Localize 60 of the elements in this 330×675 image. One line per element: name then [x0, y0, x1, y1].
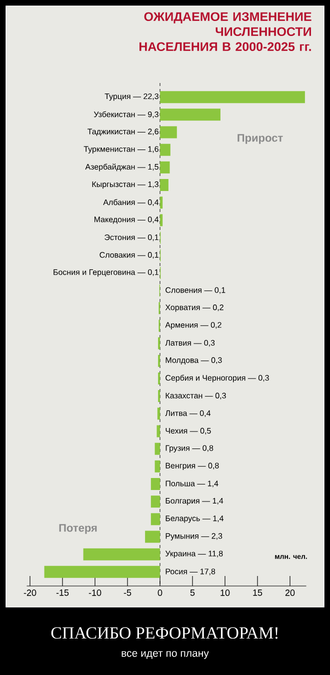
bar	[150, 513, 160, 526]
chart-title: ОЖИДАЕМОЕ ИЗМЕНЕНИЕ ЧИСЛЕННОСТИ НАСЕЛЕНИЯ В 2000-2025 гг.	[139, 12, 312, 52]
bar	[160, 126, 177, 138]
bar	[150, 478, 160, 490]
y-tick-label: Словения — 0,1	[166, 287, 226, 294]
y-tick-label: Азербайджан — 1,5	[85, 164, 158, 172]
y-tick-label: Польша — 1,4	[166, 480, 218, 488]
y-tick-label: Хорватия — 0,2	[165, 304, 224, 312]
x-tick-label: 15	[253, 590, 262, 596]
bar	[160, 91, 305, 104]
x-tick-label: 20	[285, 590, 295, 596]
y-tick-label: Турция — 22,3	[104, 93, 158, 101]
x-tick-label: 5	[190, 590, 195, 596]
y-tick-label: Венгрия — 0,8	[166, 462, 219, 470]
y-tick-label: Армения — 0,2	[165, 322, 222, 330]
bar	[160, 161, 170, 174]
bar	[150, 496, 160, 508]
text: все идет по плану	[122, 651, 209, 659]
bar	[160, 108, 220, 121]
bar	[44, 566, 160, 578]
y-tick-label: Македония — 0,4	[94, 216, 159, 224]
y-tick-label: Таджикистан — 2,6	[88, 128, 158, 136]
y-tick-label: Литва — 0,4	[165, 410, 211, 417]
bar	[160, 196, 163, 209]
text: СПАСИБО РЕФОРМАТОРАМ!	[51, 627, 278, 639]
y-tick-label: Босния и Герцеговина — 0,1	[54, 269, 158, 277]
bar	[154, 460, 160, 472]
y-tick-label: Болгария — 1,4	[166, 498, 224, 506]
bar	[145, 530, 160, 543]
bar	[154, 442, 160, 455]
y-tick-label: Албания — 0,4	[103, 199, 159, 206]
x-tick-label: 10	[220, 590, 230, 596]
y-tick-label: Грузия — 0,8	[166, 445, 214, 452]
annotation: Прирост	[238, 134, 283, 144]
y-tick-label: Туркменистан — 1,6	[84, 146, 158, 154]
bar	[160, 144, 170, 156]
y-tick-label: Украина — 11,8	[165, 550, 223, 558]
y-tick-label: Румыния — 2,3	[166, 533, 222, 540]
y-tick-label: Сербия и Черногория — 0,3	[166, 374, 269, 382]
x-tick-label: -10	[88, 590, 102, 596]
y-tick-label: Узбекистан — 9,3	[94, 111, 158, 118]
annotation: Потеря	[59, 524, 97, 534]
x-tick-label: -20	[24, 590, 36, 596]
y-tick-label: Казахстан — 0,3	[166, 392, 226, 400]
x-tick-label: -15	[56, 590, 69, 596]
bar	[160, 179, 168, 192]
bar	[157, 408, 160, 420]
x-tick-label: 0	[158, 590, 162, 596]
y-tick-label: Эстония — 0,1	[104, 234, 158, 242]
y-tick-label: Чехия — 0,5	[166, 428, 211, 435]
y-tick-label: Молдова — 0,3	[166, 357, 222, 364]
y-tick-label: Словакия — 0,1	[100, 252, 158, 259]
bar	[160, 214, 163, 226]
x-tick-label: -5	[124, 590, 132, 596]
y-tick-label: Латвия — 0,3	[165, 340, 215, 347]
bar	[156, 425, 160, 438]
y-tick-label: Беларусь — 1,4	[166, 516, 224, 523]
y-tick-label: Кыргызстан — 1,3	[92, 181, 158, 189]
y-tick-label: Росия — 17,8	[166, 568, 216, 576]
bar	[83, 548, 160, 560]
